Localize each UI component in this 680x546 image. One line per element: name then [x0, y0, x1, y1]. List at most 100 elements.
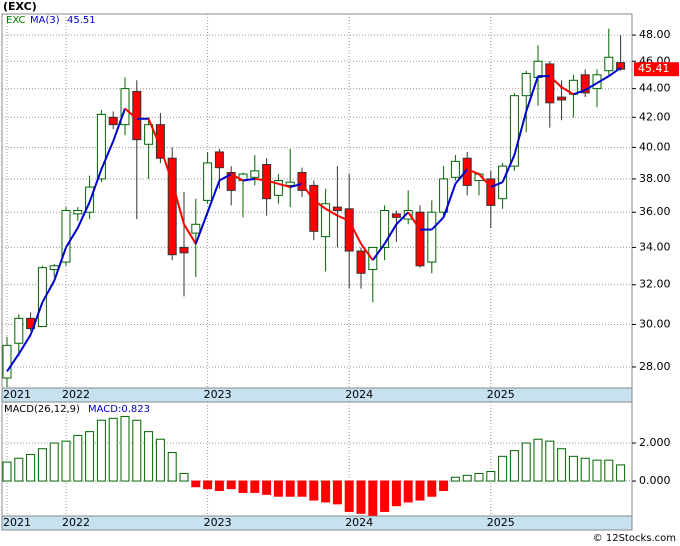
macd-bar — [61, 440, 71, 482]
y-tick-label: 48.00 — [639, 28, 671, 41]
candle-body — [521, 72, 531, 97]
macd-bar — [368, 480, 378, 516]
candle-body — [415, 211, 425, 267]
macd-bar — [415, 480, 425, 501]
ma-segment — [289, 182, 303, 189]
macd-bar — [37, 448, 47, 482]
macd-bar — [616, 464, 626, 482]
candle-body — [403, 210, 413, 220]
macd-bar — [214, 480, 224, 492]
candle-body — [297, 171, 307, 191]
ma-segment — [159, 147, 174, 183]
candle-body — [61, 210, 71, 263]
ma-segment — [383, 223, 398, 245]
macd-bar — [226, 480, 236, 490]
ma-segment — [490, 181, 503, 188]
last-price-label: 45.41 — [638, 62, 670, 75]
ma-segment — [29, 301, 44, 336]
x-tick-label: 2024 — [345, 388, 373, 401]
y-tick-label: 36.00 — [639, 205, 671, 218]
macd-bar — [450, 476, 460, 482]
macd-bar — [132, 419, 142, 482]
ma-segment — [608, 67, 622, 77]
ma-segment — [573, 89, 586, 96]
macd-bar — [332, 480, 342, 505]
macd-bar — [85, 431, 95, 482]
chart-title: (EXC) — [3, 0, 37, 13]
macd-bar — [273, 480, 283, 497]
candle-body — [144, 124, 154, 145]
ma-segment — [596, 75, 610, 84]
macd-bar — [509, 450, 519, 482]
macd-bar — [592, 459, 602, 482]
ma-segment — [336, 214, 350, 222]
candle-body — [368, 246, 378, 271]
macd-bar — [521, 442, 531, 482]
candle-body — [203, 162, 213, 201]
x-tick-label: 2023 — [204, 388, 232, 401]
ma-segment — [278, 182, 291, 189]
macd-bar — [73, 434, 83, 482]
candle-body — [427, 211, 437, 263]
x-tick-label: 2025 — [487, 388, 515, 401]
ma-segment — [266, 179, 279, 185]
macd-bar — [580, 457, 590, 482]
x-tick-label: 2021 — [3, 388, 31, 401]
candle-body — [332, 206, 342, 212]
macd-bar — [49, 442, 59, 482]
macd-bar — [474, 472, 484, 482]
ma-segment — [206, 180, 221, 213]
macd-bar — [321, 480, 331, 503]
candle-body — [120, 88, 130, 126]
ma-segment — [254, 177, 267, 182]
ma-segment — [183, 223, 197, 245]
ma-segment — [525, 75, 539, 112]
y-tick-label: 32.00 — [639, 278, 671, 291]
macd-bar — [203, 480, 213, 490]
ma-segment — [348, 220, 362, 245]
footer: © 12Stocks.com — [593, 533, 676, 544]
macd-bar — [26, 453, 36, 482]
macd-bar — [557, 448, 567, 482]
candle-body — [96, 113, 106, 180]
macd-bar — [380, 480, 390, 512]
macd-bar — [297, 480, 307, 497]
macd-bar — [2, 461, 12, 482]
x-tick-label: 2024 — [345, 516, 373, 529]
macd-bar — [167, 452, 177, 482]
y-tick-label: 42.00 — [639, 110, 671, 123]
ma-segment — [513, 111, 528, 156]
macd-bar — [403, 480, 413, 503]
x-tick-label: 2022 — [62, 516, 90, 529]
candle-body — [557, 96, 567, 101]
ma-segment — [171, 181, 185, 225]
macd-bar — [144, 431, 154, 482]
candle-body — [450, 160, 460, 178]
ma-segment — [124, 107, 138, 120]
macd-bar — [191, 480, 201, 488]
ma-segment — [407, 211, 421, 231]
macd-bar — [250, 480, 260, 493]
date-strip — [1, 387, 633, 403]
ma-segment — [395, 211, 409, 226]
date-strip — [1, 515, 633, 531]
candle-body — [486, 178, 496, 206]
candle-body — [155, 124, 165, 159]
ma-segment — [478, 173, 492, 188]
macd-bar — [285, 480, 295, 497]
ma-segment — [230, 173, 244, 182]
macd-bar — [486, 471, 496, 482]
macd-title: MACD(26,12,9) — [4, 404, 80, 415]
macd-bar — [356, 480, 366, 514]
ma-segment — [301, 183, 315, 201]
candle-body — [49, 265, 59, 271]
macd-bar — [568, 455, 578, 482]
candle-body — [191, 223, 201, 234]
x-tick-label: 2023 — [204, 516, 232, 529]
y-tick-label: 30.00 — [639, 317, 671, 330]
candle-body — [580, 74, 590, 94]
macd-bar — [238, 480, 248, 493]
candle-body — [533, 60, 543, 79]
ma-segment — [53, 247, 67, 282]
